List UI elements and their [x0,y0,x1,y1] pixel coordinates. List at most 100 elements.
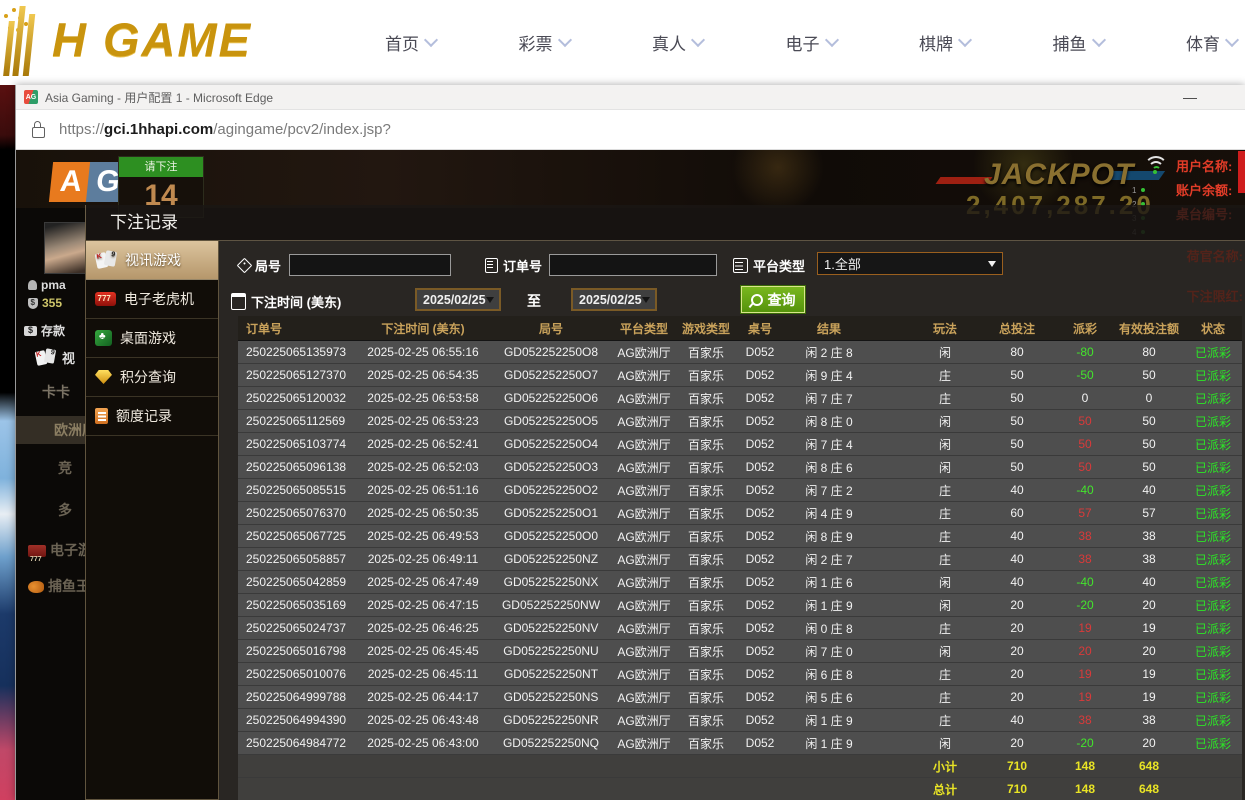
server-list-icon [733,258,748,273]
cell-play-side: 庄 [938,621,951,636]
cell-round-number: GD052252250O3 [503,460,599,474]
cell-result: 闲 0 庄 8 [805,621,853,636]
nav-item-lottery[interactable]: 彩票 [519,30,572,55]
table-row: 250225065120032 2025-02-25 06:53:58 GD05… [238,387,1242,410]
round-number-input[interactable] [289,254,451,276]
cell-result: 闲 1 庄 9 [805,598,853,613]
lock-icon [32,120,45,138]
sidebar-item-credit-records[interactable]: 额度记录 [86,397,218,436]
cell-status: 已派彩 [1194,368,1231,383]
sidebar-item-video-games[interactable]: 视讯游戏 [86,241,218,280]
network-line: 2 [1132,197,1146,211]
nav-item-live[interactable]: 真人 [652,30,706,55]
chevron-down-icon [423,32,439,48]
cell-bet-time: 2025-02-25 06:51:16 [367,483,479,497]
cell-play-side: 庄 [938,552,951,567]
diamond-icon [95,370,112,384]
cell-game-type: 百家乐 [687,621,724,636]
sidebar-item-slot-machine[interactable]: 电子老虎机 [86,280,218,319]
cell-bet-time: 2025-02-25 06:47:49 [367,575,479,589]
grandtotal-valid: 648 [1138,782,1160,796]
cell-play-side: 闲 [938,575,951,590]
ag-favicon-icon: AG [24,90,38,104]
cell-table-number: D052 [745,391,775,405]
cell-valid-bet: 40 [1142,483,1156,497]
cell-result: 闲 1 庄 6 [805,575,853,590]
cell-bet-time: 2025-02-25 06:55:16 [367,345,479,359]
playing-cards-icon [36,349,58,367]
lobby-side-column: pma 355 存款 视 卡卡 欧洲厅 竞咪 多台 电子游戏 捕鱼王 [16,208,85,800]
cell-table-number: D052 [745,552,775,566]
nav-item-home[interactable]: 首页 [385,30,439,55]
nav-item-slots[interactable]: 电子 [786,30,839,55]
chevron-down-icon [1091,32,1106,48]
cell-bet-time: 2025-02-25 06:52:03 [367,460,479,474]
cell-total-bet: 50 [1010,391,1024,405]
cell-platform: AG欧洲厅 [617,575,671,590]
cell-bet-time: 2025-02-25 06:50:35 [367,506,479,520]
table-row: 250225064984772 2025-02-25 06:43:00 GD05… [238,732,1242,755]
cell-order-number: 250225065127370 [246,368,347,382]
cell-order-number: 250225065058857 [246,552,347,566]
table-row: 250225065135973 2025-02-25 06:55:16 GD05… [238,341,1242,364]
cell-platform: AG欧洲厅 [617,368,671,383]
platform-type-select[interactable]: 1.全部 [817,252,1003,275]
sidebar-item-points-query[interactable]: 积分查询 [86,358,218,397]
cell-status: 已派彩 [1194,552,1231,567]
cell-result: 闲 2 庄 8 [805,345,853,360]
browser-urlbar[interactable]: https://gci.1hhapi.com/agingame/pcv2/ind… [16,110,1245,150]
column-header-table: 桌号 [747,321,772,336]
cell-round-number: GD052252250O4 [503,437,599,451]
cell-platform: AG欧洲厅 [617,529,671,544]
cell-order-number: 250225065112569 [246,414,346,428]
cell-payout: 38 [1078,529,1092,543]
cell-game-type: 百家乐 [687,690,724,705]
cell-result: 闲 8 庄 9 [805,529,853,544]
date-to-select[interactable]: 2025/02/25 [571,288,657,311]
cell-play-side: 闲 [938,414,951,429]
cell-status: 已派彩 [1194,483,1231,498]
cell-order-number: 250225065135973 [246,345,347,359]
cell-game-type: 百家乐 [687,644,724,659]
side-red-tab[interactable] [1238,151,1245,193]
cell-bet-time: 2025-02-25 06:45:45 [367,644,479,658]
lobby-item-bid: 竞咪 [58,460,85,476]
window-title: Asia Gaming - 用户配置 1 - Microsoft Edge [45,90,274,105]
grandtotal-bet: 710 [1006,782,1028,796]
date-from-select[interactable]: 2025/02/25 [415,288,501,311]
minimize-button[interactable]: — [1183,89,1197,105]
cell-payout: 38 [1078,713,1092,727]
nav-item-fishing[interactable]: 捕鱼 [1053,30,1106,55]
order-number-input[interactable] [549,254,717,276]
sidebar-item-table-games[interactable]: 桌面游戏 [86,319,218,358]
cell-total-bet: 20 [1010,736,1024,750]
cell-play-side: 庄 [938,483,951,498]
cell-payout: -50 [1076,368,1094,382]
video-game-row: 视 [36,348,75,367]
cell-play-side: 庄 [938,667,951,682]
cell-round-number: GD052252250O0 [503,529,599,543]
nav-item-cards[interactable]: 棋牌 [919,30,973,55]
subtotal-row: 小计 710 148 648 [238,755,1242,778]
cell-payout: 38 [1078,552,1092,566]
cell-valid-bet: 80 [1142,345,1156,359]
cell-result: 闲 7 庄 2 [805,483,853,498]
slot-777-icon [28,545,46,564]
nav-item-sports[interactable]: 体育 [1186,30,1240,55]
site-logo: H GAME [3,4,252,76]
cell-payout: 20 [1078,644,1092,658]
dropdown-arrow-icon [641,296,650,303]
cell-platform: AG欧洲厅 [617,552,671,567]
cell-valid-bet: 50 [1142,414,1156,428]
table-row: 250225065058857 2025-02-25 06:49:11 GD05… [238,548,1242,571]
column-header-round: 局号 [538,321,563,336]
search-button[interactable]: 查询 [740,285,806,314]
cell-platform: AG欧洲厅 [617,414,671,429]
username-label: 用户名称: [1176,159,1233,174]
cell-total-bet: 20 [1010,621,1024,635]
cell-play-side: 庄 [938,690,951,705]
username-row: pma [28,278,66,292]
cell-round-number: GD052252250NS [503,690,599,704]
cell-order-number: 250225065042859 [246,575,347,589]
cell-valid-bet: 19 [1142,621,1156,635]
